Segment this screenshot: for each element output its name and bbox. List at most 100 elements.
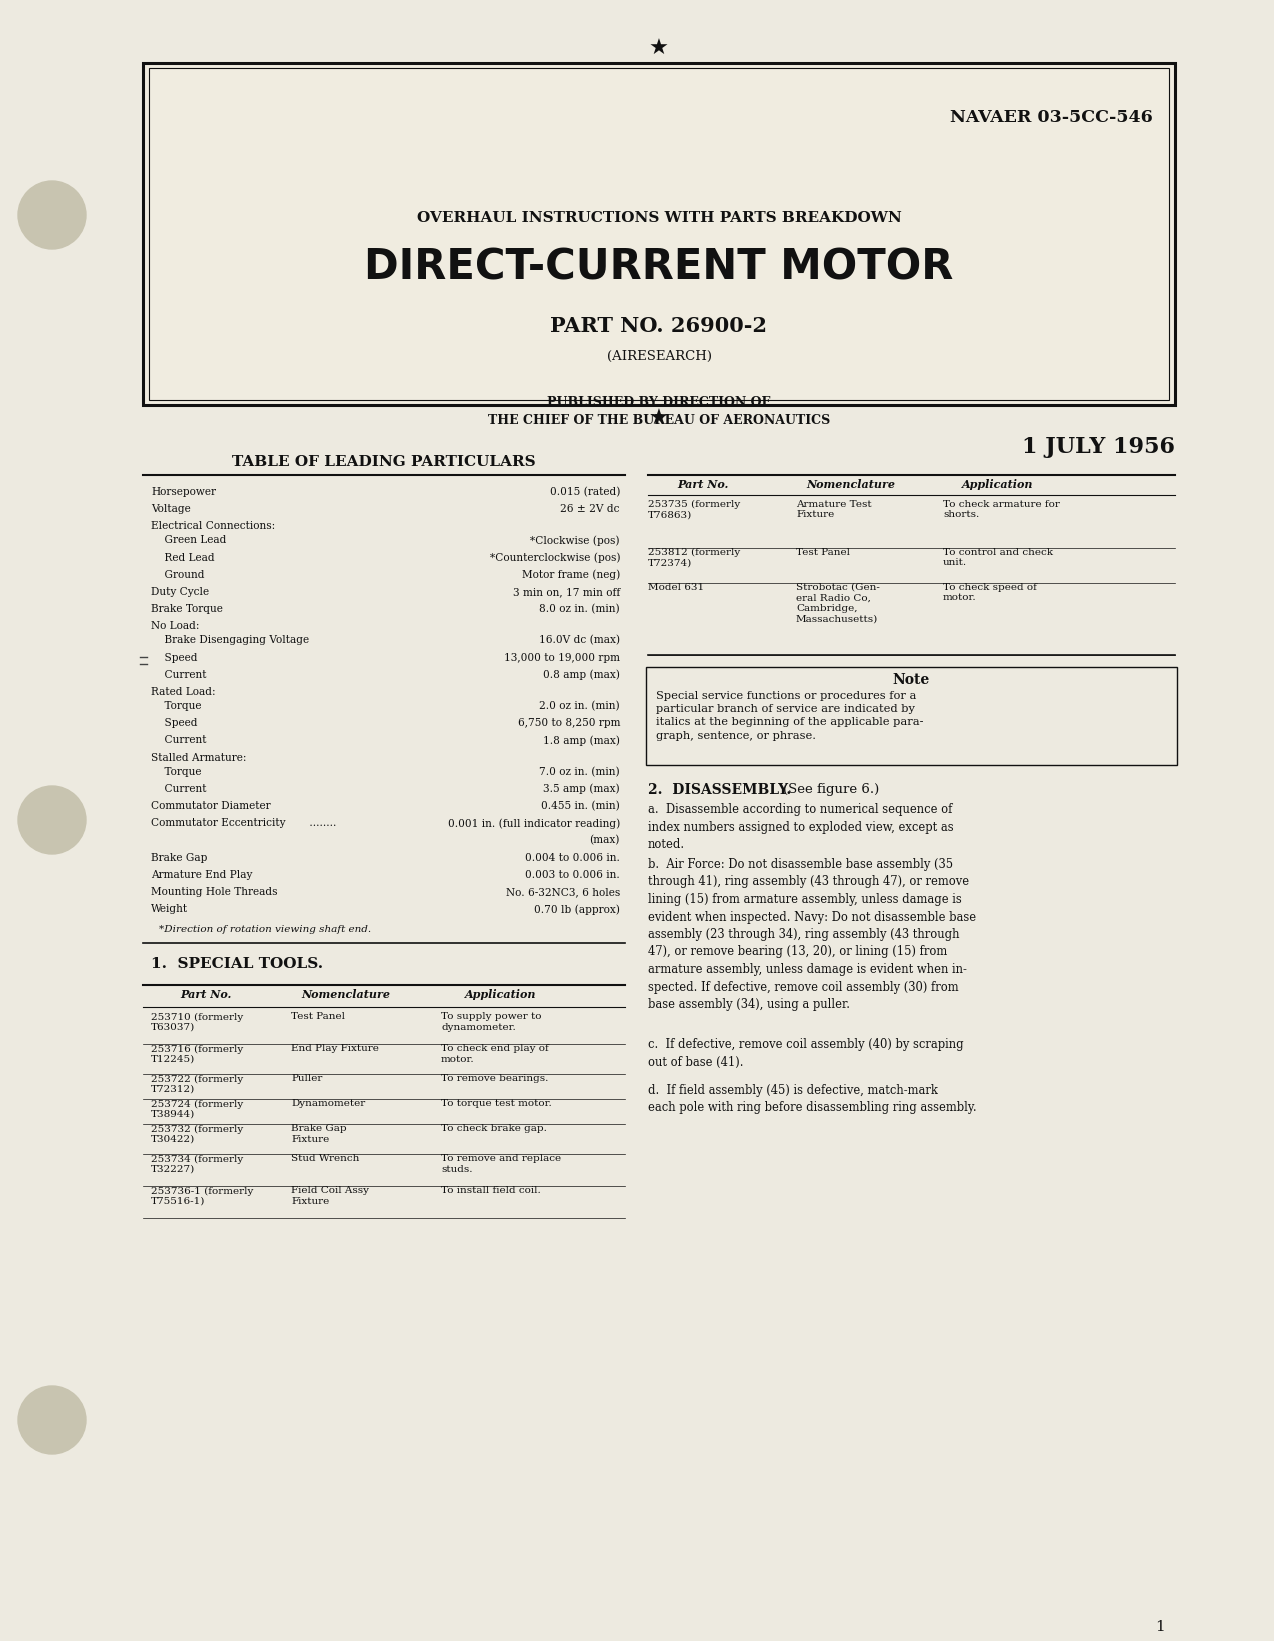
Text: Red Lead: Red Lead [152,553,214,563]
Text: Mounting Hole Threads: Mounting Hole Threads [152,888,278,898]
Text: *Counterclockwise (pos): *Counterclockwise (pos) [489,553,620,563]
Text: To remove and replace
studs.: To remove and replace studs. [441,1154,561,1173]
Text: Stalled Armature:: Stalled Armature: [152,753,246,763]
Text: 13,000 to 19,000 rpm: 13,000 to 19,000 rpm [505,653,620,663]
Text: To check speed of
motor.: To check speed of motor. [943,583,1037,602]
Text: To check brake gap.: To check brake gap. [441,1124,547,1134]
Text: (See figure 6.): (See figure 6.) [784,783,879,796]
Text: Dynamometer: Dynamometer [290,1099,366,1108]
Text: Strobotac (Gen-
eral Radio Co,
Cambridge,
Massachusetts): Strobotac (Gen- eral Radio Co, Cambridge… [796,583,880,624]
Text: Brake Disengaging Voltage: Brake Disengaging Voltage [152,635,310,645]
Text: Test Panel: Test Panel [796,548,850,556]
Text: Brake Gap: Brake Gap [152,853,208,863]
Text: 253734 (formerly
T32227): 253734 (formerly T32227) [152,1154,243,1173]
Text: Green Lead: Green Lead [152,535,227,545]
Text: To check armature for
shorts.: To check armature for shorts. [943,501,1060,520]
Text: Current: Current [152,735,206,745]
Text: 8.0 oz in. (min): 8.0 oz in. (min) [539,604,620,614]
Text: Armature Test
Fixture: Armature Test Fixture [796,501,871,520]
Text: 1 JULY 1956: 1 JULY 1956 [1022,437,1175,458]
Text: Puller: Puller [290,1075,322,1083]
Text: 16.0V dc (max): 16.0V dc (max) [539,635,620,645]
Text: ★: ★ [648,39,669,59]
Text: Speed: Speed [152,653,197,663]
Text: 0.004 to 0.006 in.: 0.004 to 0.006 in. [525,853,620,863]
Text: PART NO. 26900-2: PART NO. 26900-2 [550,317,767,336]
Text: Voltage: Voltage [152,504,191,514]
Text: 7.0 oz in. (min): 7.0 oz in. (min) [539,766,620,776]
Text: Part No.: Part No. [678,479,729,491]
Text: 253812 (formerly
T72374): 253812 (formerly T72374) [648,548,740,568]
Text: Weight: Weight [152,904,189,914]
Text: b.  Air Force: Do not disassemble base assembly (35
through 41), ring assembly (: b. Air Force: Do not disassemble base as… [648,858,976,1011]
Text: 0.70 lb (approx): 0.70 lb (approx) [534,904,620,914]
Text: 253710 (formerly
T63037): 253710 (formerly T63037) [152,1012,243,1032]
Circle shape [18,1387,87,1454]
Text: Brake Gap
Fixture: Brake Gap Fixture [290,1124,347,1144]
Text: 1.8 amp (max): 1.8 amp (max) [543,735,620,747]
Text: Commutator Eccentricity: Commutator Eccentricity [152,819,285,829]
Text: 0.8 amp (max): 0.8 amp (max) [543,670,620,681]
Text: No Load:: No Load: [152,622,200,632]
Text: d.  If field assembly (45) is defective, match-mark
each pole with ring before d: d. If field assembly (45) is defective, … [648,1085,977,1114]
Text: Part No.: Part No. [181,990,232,1001]
Text: Brake Torque: Brake Torque [152,604,223,614]
Text: Torque: Torque [152,701,201,711]
Text: *Clockwise (pos): *Clockwise (pos) [530,535,620,546]
Text: Rated Load:: Rated Load: [152,688,215,697]
Text: 0.015 (rated): 0.015 (rated) [549,487,620,497]
Text: Current: Current [152,670,206,679]
Circle shape [18,786,87,853]
Text: Special service functions or procedures for a
particular branch of service are i: Special service functions or procedures … [656,691,924,740]
Text: 253736-1 (formerly
T75516-1): 253736-1 (formerly T75516-1) [152,1186,254,1206]
Text: 253724 (formerly
T38944): 253724 (formerly T38944) [152,1099,243,1119]
Circle shape [18,181,87,249]
Text: Test Panel: Test Panel [290,1012,345,1021]
Text: DIRECT-CURRENT MOTOR: DIRECT-CURRENT MOTOR [364,248,954,289]
Text: Motor frame (neg): Motor frame (neg) [522,569,620,581]
Text: Field Coil Assy
Fixture: Field Coil Assy Fixture [290,1186,369,1206]
Text: Stud Wrench: Stud Wrench [290,1154,359,1163]
Text: ........: ........ [306,819,340,829]
Text: To check end play of
motor.: To check end play of motor. [441,1044,549,1063]
Text: NAVAER 03-5CC-546: NAVAER 03-5CC-546 [950,110,1153,126]
Text: 0.003 to 0.006 in.: 0.003 to 0.006 in. [525,870,620,880]
Text: Model 631: Model 631 [648,583,705,592]
Text: 253716 (formerly
T12245): 253716 (formerly T12245) [152,1044,243,1063]
Text: 253735 (formerly
T76863): 253735 (formerly T76863) [648,501,740,520]
Text: Commutator Diameter: Commutator Diameter [152,801,270,811]
Text: Current: Current [152,784,206,794]
Text: To install field coil.: To install field coil. [441,1186,540,1195]
Text: 253722 (formerly
T72312): 253722 (formerly T72312) [152,1075,243,1095]
Text: To torque test motor.: To torque test motor. [441,1099,552,1108]
Text: (max): (max) [590,835,620,845]
Bar [646,666,1177,765]
Text: 1.  SPECIAL TOOLS.: 1. SPECIAL TOOLS. [152,957,324,971]
Text: 0.001 in. (full indicator reading): 0.001 in. (full indicator reading) [447,819,620,829]
Text: ★: ★ [648,409,669,428]
Text: 253732 (formerly
T30422): 253732 (formerly T30422) [152,1124,243,1144]
Text: To supply power to
dynamometer.: To supply power to dynamometer. [441,1012,541,1032]
Text: Application: Application [465,990,536,1001]
Text: 3.5 amp (max): 3.5 amp (max) [544,784,620,794]
Text: Speed: Speed [152,719,197,729]
Bar [149,67,1170,400]
Text: Nomenclature: Nomenclature [302,990,391,1001]
Text: Armature End Play: Armature End Play [152,870,252,880]
Text: 0.455 in. (min): 0.455 in. (min) [541,801,620,811]
Text: Ground: Ground [152,569,205,579]
Text: Application: Application [962,479,1033,491]
Text: To control and check
unit.: To control and check unit. [943,548,1054,568]
Text: 6,750 to 8,250 rpm: 6,750 to 8,250 rpm [517,719,620,729]
Text: (AIRESEARCH): (AIRESEARCH) [606,350,711,363]
Text: To remove bearings.: To remove bearings. [441,1075,548,1083]
Text: 1: 1 [1156,1620,1164,1634]
Text: 2.  DISASSEMBLY.: 2. DISASSEMBLY. [648,783,791,798]
Text: Horsepower: Horsepower [152,487,217,497]
Bar [143,62,1175,405]
Text: a.  Disassemble according to numerical sequence of
index numbers assigned to exp: a. Disassemble according to numerical se… [648,802,954,852]
Text: 2.0 oz in. (min): 2.0 oz in. (min) [539,701,620,711]
Text: Duty Cycle: Duty Cycle [152,587,209,597]
Text: Nomenclature: Nomenclature [806,479,896,491]
Text: Torque: Torque [152,766,201,776]
